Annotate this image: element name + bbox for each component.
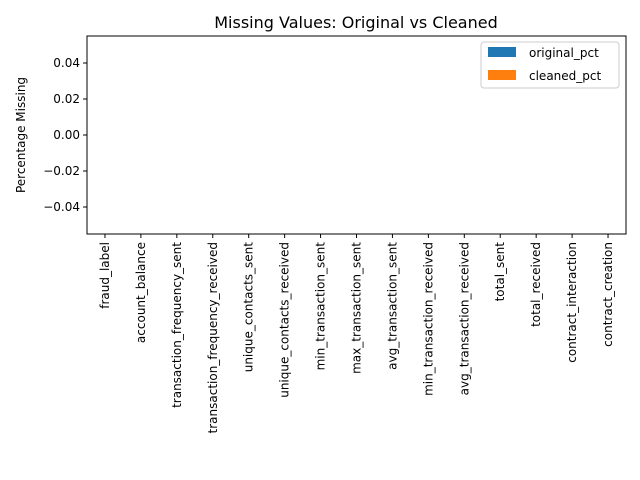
y-tick-label: 0.04 (53, 56, 80, 70)
legend-label-original-pct: original_pct (529, 46, 599, 60)
x-tick-label: transaction_frequency_received (206, 242, 220, 433)
x-tick-label: min_transaction_received (421, 242, 435, 396)
legend: original_pct cleaned_pct (480, 41, 620, 89)
y-ticks: −0.04 −0.02 0.00 0.02 0.04 (43, 56, 87, 214)
x-ticks: fraud_label account_balance transaction_fr… (98, 234, 615, 433)
x-tick-label: total_sent (493, 242, 507, 302)
x-tick-label: avg_transaction_received (457, 242, 471, 395)
y-tick-label: 0.00 (53, 128, 80, 142)
x-tick-label: contract_interaction (565, 242, 579, 363)
x-tick-label: fraud_label (98, 242, 112, 309)
y-axis-label: Percentage Missing (14, 77, 28, 193)
x-tick-label: unique_contacts_sent (242, 242, 256, 373)
x-tick-label: min_transaction_sent (314, 242, 328, 371)
x-tick-label: account_balance (134, 242, 148, 343)
x-tick-label: avg_transaction_sent (385, 242, 399, 370)
chart-title: Missing Values: Original vs Cleaned (214, 13, 498, 32)
y-tick-label: 0.02 (53, 92, 80, 106)
y-tick-label: −0.04 (43, 200, 80, 214)
x-tick-label: transaction_frequency_sent (170, 242, 184, 408)
x-tick-label: max_transaction_sent (350, 242, 364, 374)
x-tick-label: contract_creation (601, 242, 615, 347)
y-tick-label: −0.02 (43, 164, 80, 178)
x-tick-label: total_received (529, 242, 543, 327)
plot-area-frame (86, 35, 627, 235)
x-tick-label: unique_contacts_received (278, 242, 292, 398)
legend-swatch-original-pct (488, 47, 516, 57)
legend-label-cleaned-pct: cleaned_pct (529, 69, 601, 83)
legend-swatch-cleaned-pct (488, 70, 516, 80)
